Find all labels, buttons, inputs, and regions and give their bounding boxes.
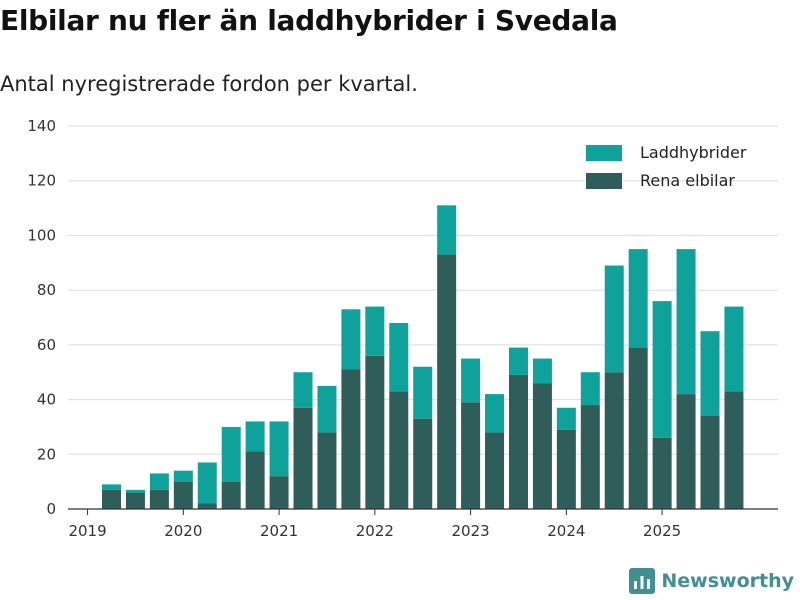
x-tick-label: 2020 (164, 522, 202, 540)
bar-rena-elbilar (676, 394, 696, 509)
bar-laddhybrider (389, 322, 409, 392)
bar-laddhybrider (197, 462, 217, 504)
bar-laddhybrider (125, 489, 145, 493)
bar-rena-elbilar (437, 254, 457, 509)
bar-rena-elbilar (700, 415, 720, 509)
bar-rena-elbilar (461, 402, 481, 509)
y-tick-label: 20 (37, 445, 56, 463)
y-tick-label: 60 (37, 336, 56, 354)
chart-subtitle: Antal nyregistrerade fordon per kvartal. (0, 72, 418, 96)
x-tick-label: 2021 (260, 522, 298, 540)
bar-rena-elbilar (485, 432, 505, 509)
bar-laddhybrider (461, 358, 481, 403)
bar-laddhybrider (317, 385, 337, 433)
bar-rena-elbilar (293, 407, 313, 509)
bar-laddhybrider (413, 366, 433, 419)
legend-swatch (586, 145, 622, 161)
legend-swatch (586, 173, 622, 189)
bar-rena-elbilar (413, 418, 433, 509)
bar-laddhybrider (724, 306, 744, 392)
brand-name: Newsworthy (661, 570, 794, 592)
bar-rena-elbilar (580, 405, 600, 509)
bar-laddhybrider (269, 421, 289, 477)
x-tick-label: 2024 (547, 522, 585, 540)
bar-rena-elbilar (125, 492, 145, 509)
bar-rena-elbilar (197, 503, 217, 509)
chart-title: Elbilar nu fler än laddhybrider i Svedal… (0, 4, 618, 37)
bar-laddhybrider (437, 205, 457, 255)
bar-laddhybrider (604, 265, 624, 373)
legend-label: Laddhybrider (640, 143, 747, 162)
y-tick-label: 0 (46, 500, 56, 518)
bar-rena-elbilar (652, 437, 672, 509)
bar-rena-elbilar (365, 355, 385, 509)
brand-logo: Newsworthy (629, 568, 794, 594)
bar-laddhybrider (580, 372, 600, 406)
y-tick-label: 140 (27, 117, 56, 135)
x-tick-label: 2022 (356, 522, 394, 540)
bar-rena-elbilar (532, 383, 552, 509)
bar-laddhybrider (700, 331, 720, 416)
x-tick-label: 2023 (452, 522, 490, 540)
bar-rena-elbilar (389, 391, 409, 509)
bar-laddhybrider (532, 358, 552, 384)
bar-laddhybrider (676, 249, 696, 395)
y-tick-label: 100 (27, 226, 56, 244)
bar-rena-elbilar (341, 369, 361, 509)
bar-rena-elbilar (604, 372, 624, 509)
bar-laddhybrider (508, 347, 528, 375)
x-tick-label: 2019 (68, 522, 106, 540)
bar-rena-elbilar (508, 374, 528, 509)
y-tick-label: 40 (37, 391, 56, 409)
bar-rena-elbilar (149, 489, 169, 509)
bar-rena-elbilar (628, 347, 648, 509)
bar-rena-elbilar (724, 391, 744, 509)
bar-laddhybrider (293, 372, 313, 408)
bar-laddhybrider (556, 407, 576, 430)
bar-laddhybrider (149, 473, 169, 490)
bar-laddhybrider (341, 309, 361, 370)
bar-rena-elbilar (221, 481, 241, 509)
bar-laddhybrider (485, 394, 505, 433)
legend: Laddhybrider Rena elbilar (586, 143, 747, 190)
bar-laddhybrider (221, 426, 241, 482)
bar-laddhybrider (365, 306, 385, 356)
bar-laddhybrider (245, 421, 265, 452)
bar-rena-elbilar (269, 476, 289, 509)
bar-rena-elbilar (556, 429, 576, 509)
bar-rena-elbilar (173, 481, 193, 509)
bar-laddhybrider (173, 470, 193, 482)
y-tick-label: 80 (37, 281, 56, 299)
x-tick-label: 2025 (643, 522, 681, 540)
y-tick-label: 120 (27, 172, 56, 190)
legend-label: Rena elbilar (640, 171, 735, 190)
bar-laddhybrider (102, 484, 121, 490)
bar-rena-elbilar (245, 451, 265, 509)
newsworthy-logo-icon (629, 568, 656, 594)
bar-laddhybrider (652, 301, 672, 438)
bar-rena-elbilar (317, 432, 337, 509)
bar-laddhybrider (628, 249, 648, 348)
bar-rena-elbilar (102, 489, 121, 509)
